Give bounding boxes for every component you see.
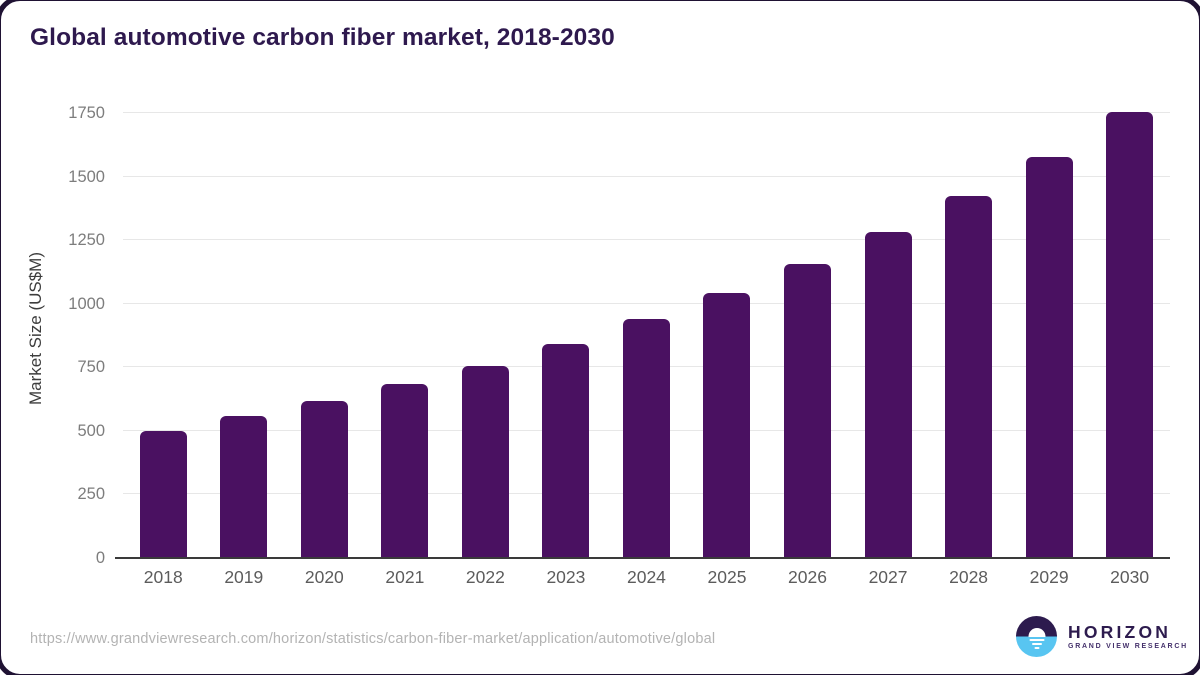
y-tick-label-1750: 1750 (68, 104, 105, 122)
sun-reflection-line (1029, 638, 1044, 641)
gridline-1500 (123, 175, 1170, 177)
bar-2018 (139, 431, 187, 558)
x-tick-label-2021: 2021 (385, 567, 425, 587)
x-axis-tick-labels: 2018 2019 2020 2021 2022 2023 2024 2025 2026 2027… (123, 567, 1170, 588)
gridline-1250 (123, 239, 1170, 241)
y-tick-label-1500: 1500 (68, 167, 105, 186)
bar-2020 (300, 401, 348, 558)
bar-2022 (461, 366, 509, 558)
sun-glyph (1028, 628, 1045, 637)
logo-subtitle: GRAND VIEW RESEARCH (1068, 642, 1188, 650)
bar-2019 (220, 416, 268, 558)
y-tick-label-1250: 1250 (68, 231, 105, 250)
gridline-1750 (123, 112, 1170, 113)
bar-2028 (945, 196, 993, 558)
bar-2026 (784, 264, 832, 558)
y-axis-tick-labels: 0 250 500 750 1000 1250 1500 1750 (0, 100, 105, 567)
sun-reflection-line (1031, 642, 1042, 645)
horizon-logo: HORIZON GRAND VIEW RESEARCH (1016, 616, 1188, 657)
bar-2030 (1106, 112, 1154, 558)
x-tick-label-2028: 2028 (949, 567, 989, 587)
x-tick-label-2030: 2030 (1110, 567, 1150, 587)
logo-name: HORIZON (1068, 621, 1172, 642)
logo-text: HORIZON GRAND VIEW RESEARCH (1068, 621, 1188, 651)
sun-reflection-line (1034, 646, 1039, 649)
x-tick-label-2029: 2029 (1029, 567, 1069, 587)
x-tick-label-2019: 2019 (224, 567, 264, 587)
x-tick-label-2018: 2018 (143, 567, 183, 587)
y-tick-label-1000: 1000 (68, 294, 105, 313)
source-url: https://www.grandviewresearch.com/horizo… (30, 631, 716, 647)
bars-container (123, 100, 1170, 558)
y-tick-label-500: 500 (77, 421, 105, 440)
x-tick-label-2025: 2025 (707, 567, 747, 587)
x-tick-label-2024: 2024 (626, 567, 666, 587)
x-tick-label-2027: 2027 (868, 567, 908, 587)
x-axis-line (115, 557, 1170, 559)
y-tick-label-250: 250 (77, 485, 105, 504)
gridline-1000 (123, 302, 1170, 304)
x-tick-label-2023: 2023 (546, 567, 586, 587)
bar-2024 (622, 319, 670, 558)
y-tick-label-0: 0 (95, 549, 105, 567)
x-tick-label-2022: 2022 (465, 567, 505, 587)
bar-2029 (1025, 157, 1073, 558)
bar-2021 (381, 384, 429, 558)
bar-2023 (542, 344, 590, 558)
y-tick-label-750: 750 (77, 358, 105, 377)
chart-title: Global automotive carbon fiber market, 2… (30, 24, 615, 51)
bar-2025 (703, 293, 751, 558)
x-tick-label-2026: 2026 (788, 567, 827, 587)
horizon-sun-icon (1016, 616, 1057, 657)
plot-area (115, 100, 1170, 559)
x-tick-label-2020: 2020 (304, 567, 344, 587)
bar-2027 (864, 232, 912, 558)
